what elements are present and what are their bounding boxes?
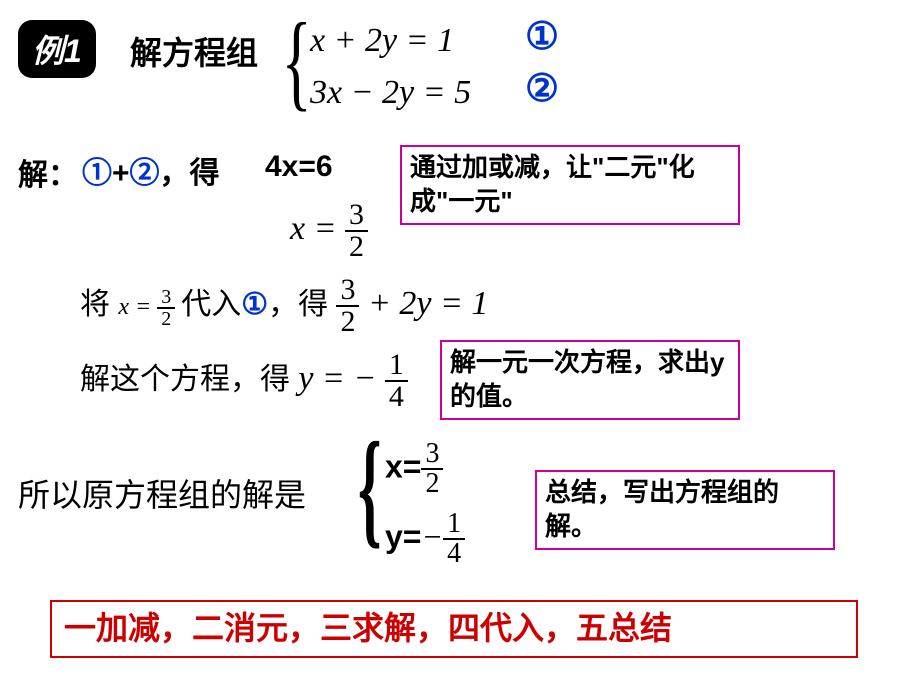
equation-1: x + 2y = 1 xyxy=(310,22,454,60)
system-brace: { xyxy=(281,0,311,123)
step4-line: 解这个方程，得 y = − 14 xyxy=(80,350,408,412)
note-1: 通过加或减，让"二元"化成"一元" xyxy=(400,145,740,225)
note-3: 总结，写出方程组的解。 xyxy=(535,470,835,550)
conclusion-text: 所以原方程组的解是 xyxy=(18,470,306,516)
summary-box: 一加减，二消元，三求解，四代入，五总结 xyxy=(50,600,858,658)
eq1-text: x + 2y = 1 xyxy=(310,22,454,59)
note-2: 解一元一次方程，求出y的值。 xyxy=(440,340,740,420)
prompt-text: 解方程组 xyxy=(130,28,258,74)
equation-2: 3x − 2y = 5 xyxy=(310,74,471,112)
example-badge: 例1 xyxy=(18,20,96,78)
eq2-text: 3x − 2y = 5 xyxy=(310,74,471,111)
step2-x-value: x = 32 xyxy=(290,200,368,262)
solution-y: y=−14 xyxy=(385,510,465,568)
step1-result: 4x=6 xyxy=(265,150,333,184)
eq2-marker: ② xyxy=(525,66,559,111)
solution-brace: { xyxy=(358,413,382,563)
solution-label: 解： xyxy=(18,150,78,194)
step3-line: 将 x = 32 代入①，得 32 + 2y = 1 xyxy=(80,275,488,337)
step1-addition: ①+②①+②，得，得 xyxy=(82,148,228,192)
eq1-marker: ① xyxy=(525,14,559,59)
solution-x: x=32 xyxy=(385,440,443,498)
